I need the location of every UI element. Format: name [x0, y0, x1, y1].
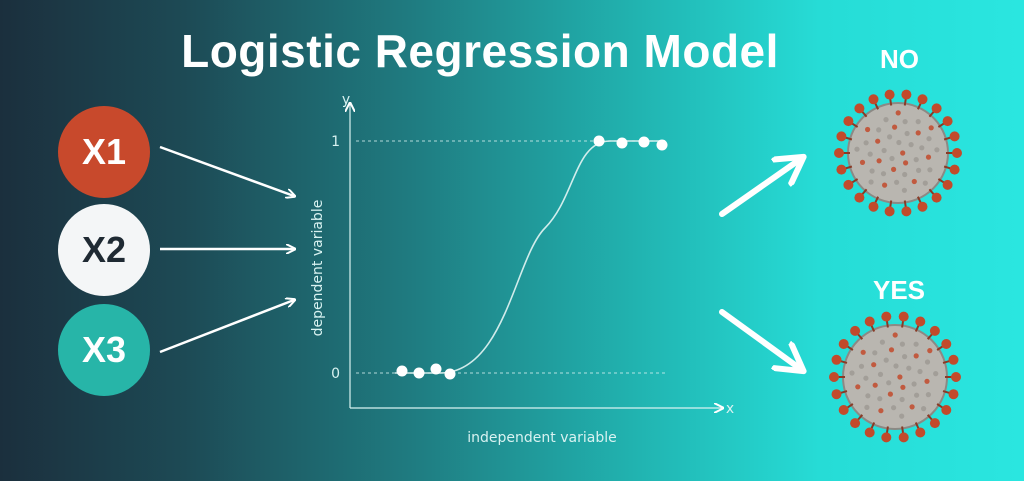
input-x3-circle: X3 [58, 304, 150, 396]
input-arrow-x1 [159, 145, 294, 196]
y-axis-letter: y [342, 92, 350, 108]
input-arrow-x3 [159, 300, 294, 354]
input-x2-circle: X2 [58, 204, 150, 296]
data-point [638, 136, 650, 148]
logistic-plot: y x 1 0 dependent variable independent v… [310, 92, 734, 446]
data-points-high [593, 135, 668, 151]
x-axis-letter: x [726, 401, 734, 417]
x-axis-label: independent variable [467, 430, 616, 446]
data-point [616, 137, 628, 149]
outcome-label-yes: YES [873, 275, 926, 305]
y-tick-1: 1 [331, 134, 340, 150]
output-arrow-no [719, 158, 802, 217]
input-x3-label: X3 [81, 329, 127, 370]
y-axis-label: dependent variable [310, 200, 326, 337]
data-point [656, 139, 668, 151]
data-points-low [396, 363, 456, 380]
input-x1-label: X1 [81, 131, 127, 172]
data-point [593, 135, 605, 147]
data-point [396, 365, 408, 377]
outcome-label-no: NO [880, 44, 919, 74]
virus-icon [834, 89, 962, 217]
output-arrow-yes [719, 309, 802, 370]
data-point [444, 368, 456, 380]
input-x2-label: X2 [81, 229, 127, 270]
data-point [413, 367, 425, 379]
diagram-title: Logistic Regression Model [181, 25, 779, 77]
data-point [430, 363, 442, 375]
y-tick-0: 0 [331, 366, 340, 382]
sigmoid-curve [395, 140, 665, 374]
input-x1-circle: X1 [58, 106, 150, 198]
virus-icon [829, 311, 961, 443]
